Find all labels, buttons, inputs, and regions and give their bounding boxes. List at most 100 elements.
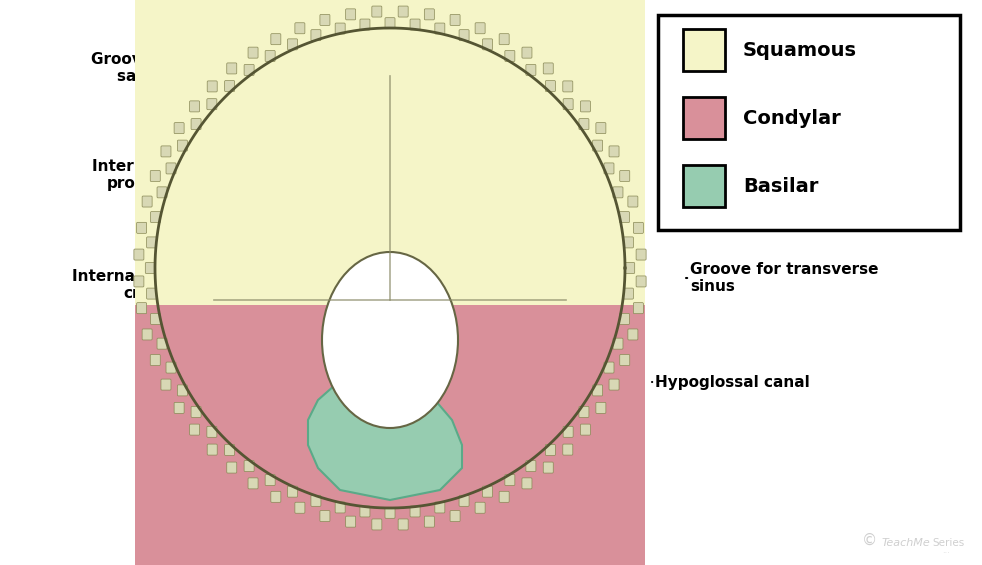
FancyBboxPatch shape [435, 23, 445, 34]
FancyBboxPatch shape [543, 462, 553, 473]
Ellipse shape [155, 28, 625, 508]
FancyBboxPatch shape [545, 81, 556, 92]
FancyBboxPatch shape [398, 519, 409, 530]
FancyBboxPatch shape [613, 187, 623, 198]
FancyBboxPatch shape [620, 354, 629, 366]
FancyBboxPatch shape [150, 171, 160, 181]
FancyBboxPatch shape [157, 338, 167, 349]
FancyBboxPatch shape [579, 119, 589, 129]
FancyBboxPatch shape [522, 47, 532, 58]
Polygon shape [658, 15, 960, 230]
FancyBboxPatch shape [157, 187, 167, 198]
FancyBboxPatch shape [178, 140, 188, 151]
FancyBboxPatch shape [360, 19, 370, 30]
FancyBboxPatch shape [161, 379, 171, 390]
FancyBboxPatch shape [563, 99, 573, 110]
FancyBboxPatch shape [596, 123, 606, 134]
FancyBboxPatch shape [596, 402, 606, 414]
FancyBboxPatch shape [633, 303, 643, 314]
FancyBboxPatch shape [191, 119, 201, 129]
FancyBboxPatch shape [190, 101, 199, 112]
FancyBboxPatch shape [207, 81, 217, 92]
Ellipse shape [155, 28, 625, 508]
FancyBboxPatch shape [563, 444, 573, 455]
FancyBboxPatch shape [245, 64, 254, 76]
FancyBboxPatch shape [499, 492, 509, 502]
FancyBboxPatch shape [150, 314, 160, 324]
FancyBboxPatch shape [624, 288, 633, 299]
FancyBboxPatch shape [580, 101, 590, 112]
FancyBboxPatch shape [522, 478, 532, 489]
FancyBboxPatch shape [459, 496, 469, 506]
FancyBboxPatch shape [166, 362, 176, 373]
Polygon shape [135, 0, 645, 305]
FancyBboxPatch shape [385, 18, 395, 29]
FancyBboxPatch shape [620, 212, 629, 223]
FancyBboxPatch shape [166, 163, 176, 174]
FancyBboxPatch shape [526, 64, 536, 76]
FancyBboxPatch shape [580, 424, 590, 435]
FancyBboxPatch shape [288, 39, 298, 50]
FancyBboxPatch shape [545, 445, 556, 455]
Text: Internal occipital
protuberance: Internal occipital protuberance [92, 159, 337, 191]
Text: Clivus: Clivus [530, 453, 581, 467]
Ellipse shape [155, 68, 625, 548]
FancyBboxPatch shape [627, 196, 638, 207]
FancyBboxPatch shape [288, 486, 298, 497]
FancyBboxPatch shape [450, 15, 461, 25]
Polygon shape [135, 305, 645, 565]
FancyBboxPatch shape [311, 30, 321, 41]
Polygon shape [308, 385, 462, 500]
Ellipse shape [322, 252, 458, 428]
FancyBboxPatch shape [410, 19, 420, 30]
FancyBboxPatch shape [499, 34, 509, 45]
Polygon shape [683, 165, 725, 207]
FancyBboxPatch shape [150, 354, 160, 366]
FancyBboxPatch shape [174, 123, 184, 134]
Text: Groove for superior
sagittal sinus: Groove for superior sagittal sinus [91, 38, 387, 84]
FancyBboxPatch shape [227, 462, 237, 473]
FancyBboxPatch shape [245, 460, 254, 472]
FancyBboxPatch shape [142, 329, 152, 340]
FancyBboxPatch shape [134, 249, 144, 260]
FancyBboxPatch shape [207, 427, 217, 437]
FancyBboxPatch shape [609, 379, 619, 390]
FancyBboxPatch shape [604, 362, 614, 373]
FancyBboxPatch shape [207, 444, 217, 455]
FancyBboxPatch shape [265, 50, 275, 62]
FancyBboxPatch shape [191, 406, 201, 418]
FancyBboxPatch shape [398, 6, 409, 17]
FancyBboxPatch shape [207, 99, 217, 110]
FancyBboxPatch shape [620, 171, 629, 181]
FancyBboxPatch shape [636, 276, 646, 287]
FancyBboxPatch shape [613, 338, 623, 349]
FancyBboxPatch shape [604, 163, 614, 174]
FancyBboxPatch shape [385, 507, 395, 518]
FancyBboxPatch shape [633, 223, 643, 233]
FancyBboxPatch shape [190, 424, 199, 435]
FancyBboxPatch shape [248, 47, 258, 58]
FancyBboxPatch shape [450, 511, 461, 521]
FancyBboxPatch shape [482, 486, 493, 497]
FancyBboxPatch shape [424, 516, 434, 527]
FancyBboxPatch shape [265, 475, 275, 485]
FancyBboxPatch shape [526, 460, 536, 472]
FancyBboxPatch shape [320, 15, 330, 25]
Text: Series: Series [932, 538, 964, 548]
FancyBboxPatch shape [482, 39, 493, 50]
Text: Internal occipital
crest: Internal occipital crest [72, 269, 377, 301]
FancyBboxPatch shape [146, 237, 156, 248]
Polygon shape [135, 0, 645, 305]
Polygon shape [683, 29, 725, 71]
FancyBboxPatch shape [346, 9, 355, 20]
FancyBboxPatch shape [410, 506, 420, 517]
FancyBboxPatch shape [592, 385, 603, 396]
FancyBboxPatch shape [174, 402, 184, 414]
FancyBboxPatch shape [136, 223, 146, 233]
FancyBboxPatch shape [146, 288, 156, 299]
FancyBboxPatch shape [620, 314, 629, 324]
FancyBboxPatch shape [311, 496, 321, 506]
FancyBboxPatch shape [475, 502, 485, 513]
FancyBboxPatch shape [505, 50, 515, 62]
FancyBboxPatch shape [335, 23, 345, 34]
